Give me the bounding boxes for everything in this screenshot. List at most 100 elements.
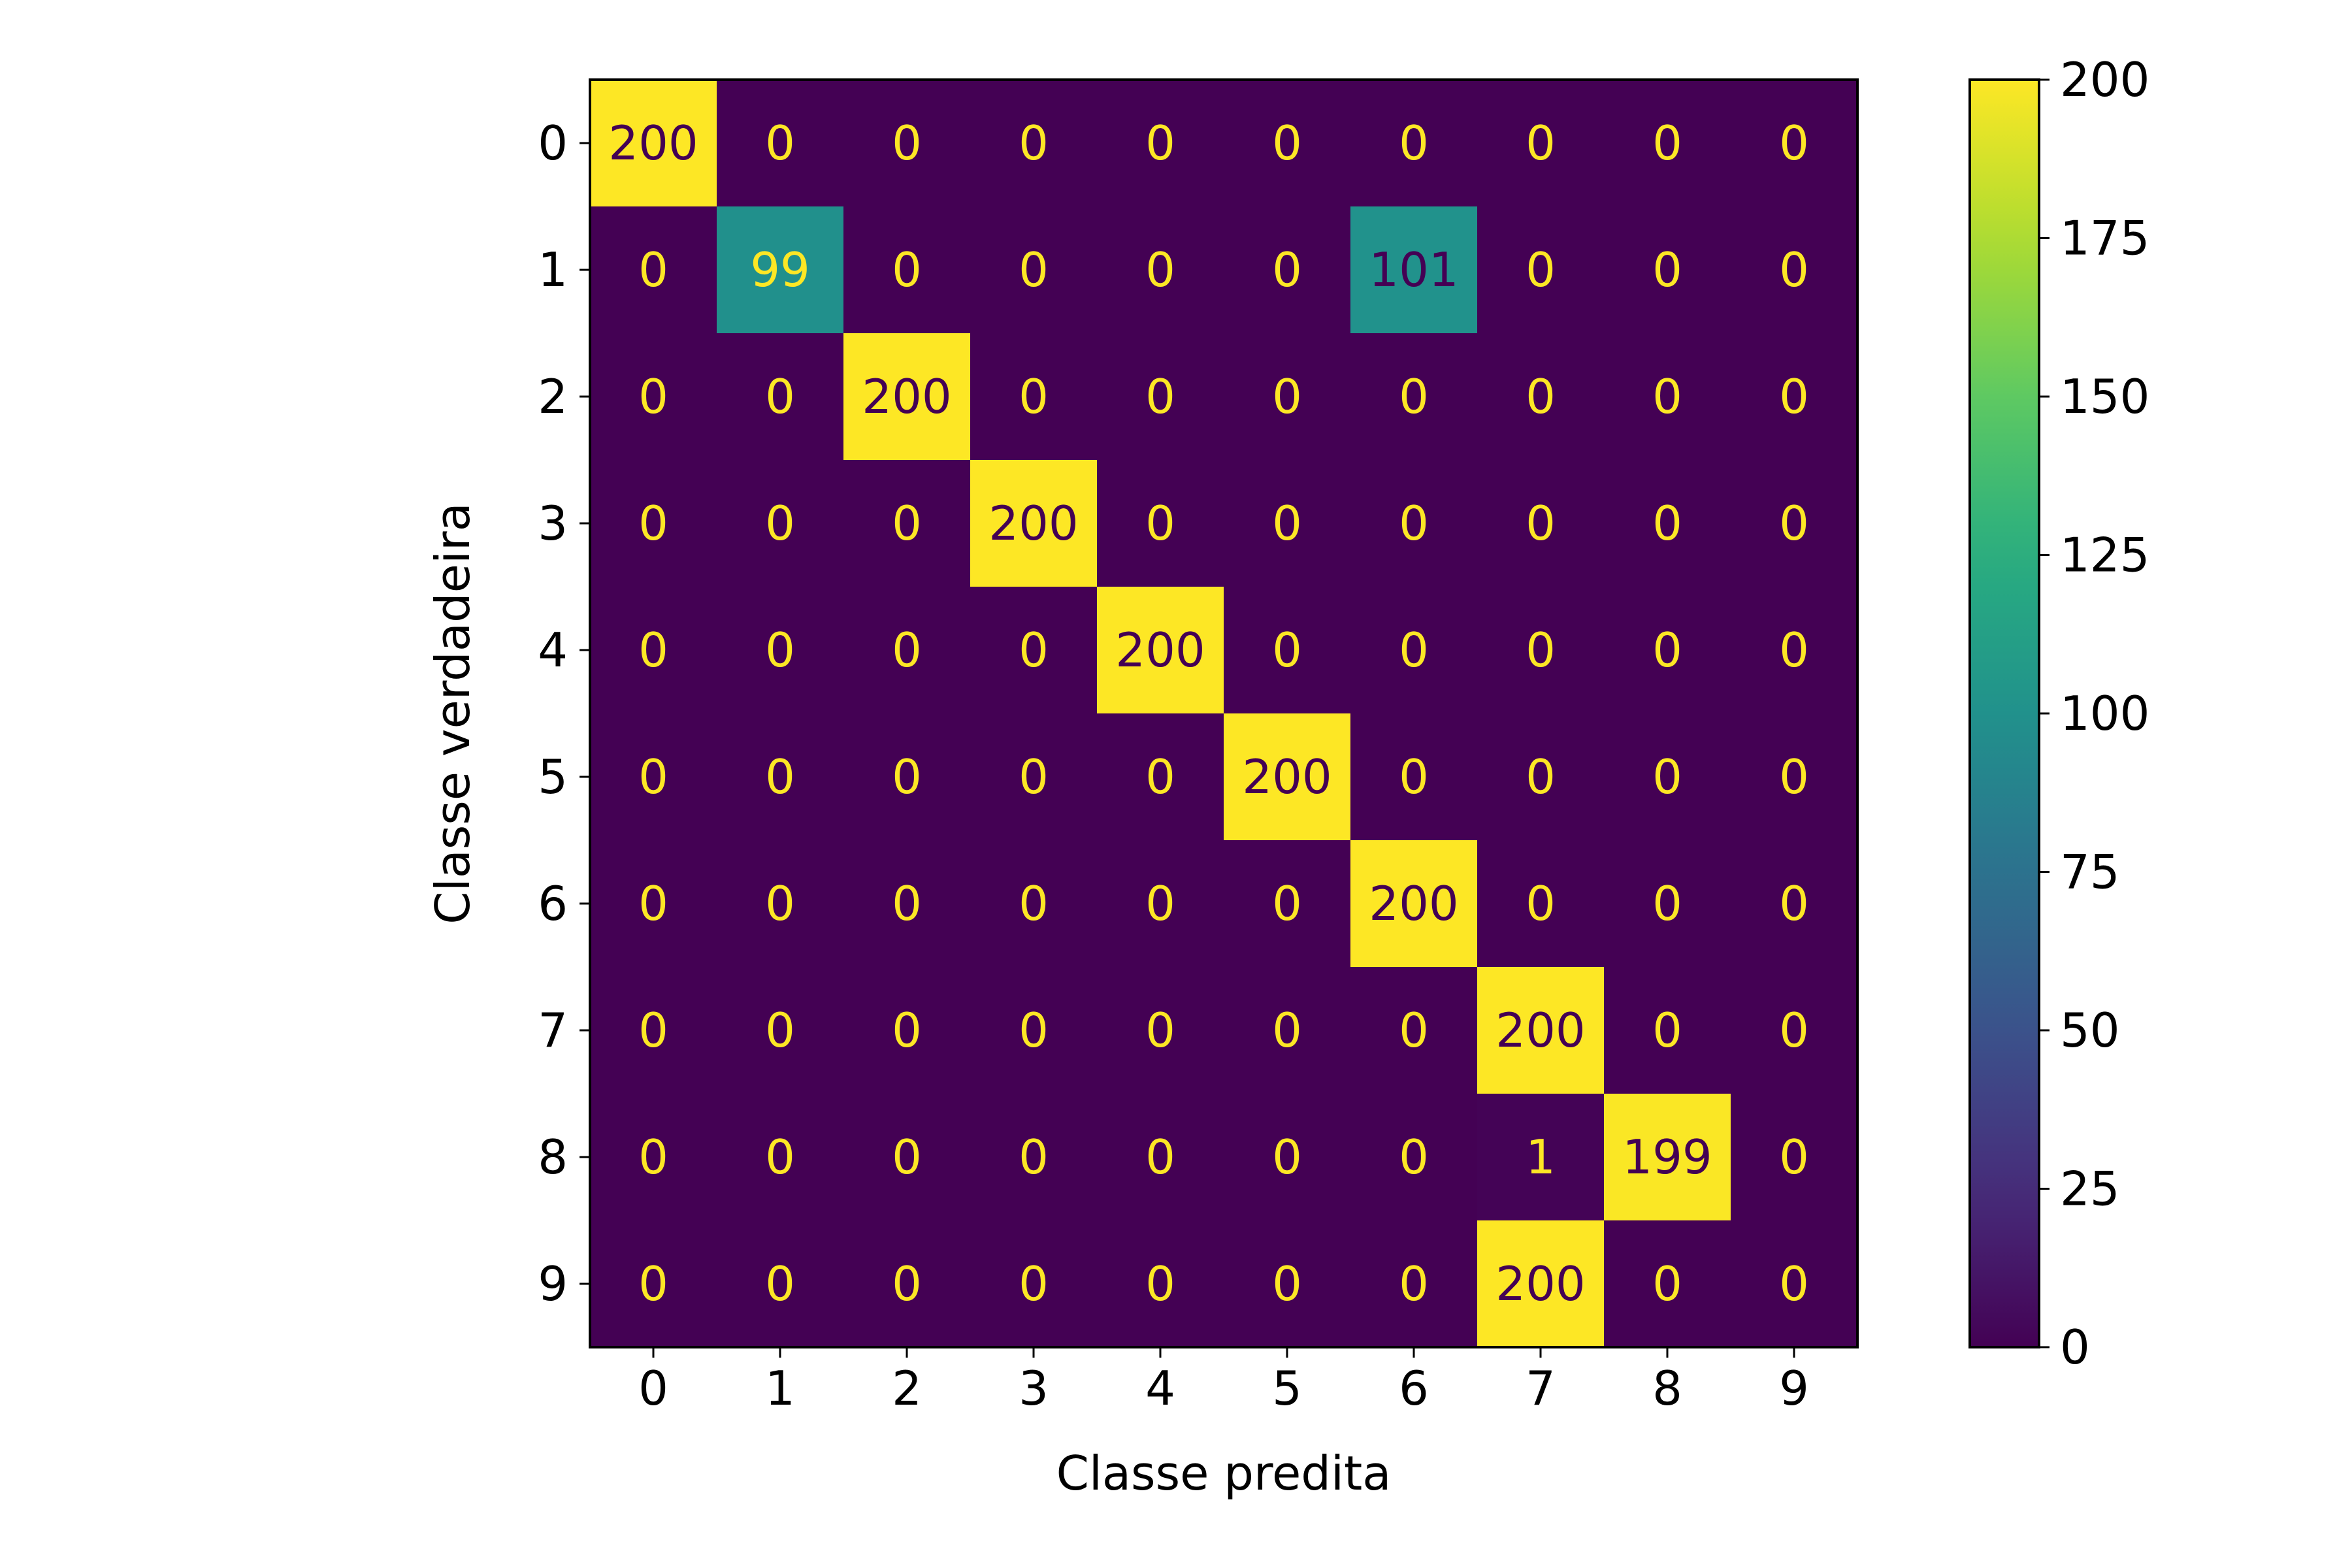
heatmap-cell — [843, 967, 971, 1094]
cell-value-label: 0 — [1652, 496, 1682, 551]
cell-value-label: 0 — [1399, 1256, 1429, 1311]
heatmap-cell — [1477, 206, 1605, 334]
cell-value-label: 200 — [608, 116, 698, 171]
heatmap-cell — [1350, 333, 1478, 461]
x-tick-label: 5 — [1272, 1361, 1302, 1416]
cell-value-label: 0 — [1272, 496, 1302, 551]
plot-frame — [589, 78, 1859, 1348]
heatmap-cell — [717, 460, 844, 587]
cell-value-label: 0 — [1145, 369, 1175, 424]
cell-value-label: 0 — [1019, 749, 1049, 804]
cell-value-label: 0 — [892, 1256, 922, 1311]
heatmap-cell — [590, 1094, 717, 1221]
heatmap-cell — [1731, 967, 1858, 1094]
heatmap-cell — [1731, 840, 1858, 968]
cell-value-label: 200 — [1369, 876, 1458, 931]
heatmap-cells — [590, 80, 1858, 1348]
heatmap-cell — [590, 206, 717, 334]
heatmap-cell — [970, 1220, 1098, 1348]
heatmap-cell — [1097, 460, 1224, 587]
cell-value-label: 0 — [1145, 1130, 1175, 1184]
cell-value-label: 200 — [1115, 623, 1205, 678]
y-tick-label: 2 — [538, 369, 568, 424]
heatmap-cell — [1477, 1220, 1605, 1348]
cell-value-label: 0 — [1779, 116, 1809, 171]
cell-value-label: 0 — [892, 242, 922, 297]
x-tick-label: 1 — [765, 1361, 795, 1416]
cell-value-label: 0 — [1019, 116, 1049, 171]
heatmap-cell — [717, 333, 844, 461]
heatmap-cell — [1477, 460, 1605, 587]
heatmap-cell — [717, 80, 844, 207]
cell-value-label: 0 — [765, 1003, 795, 1058]
heatmap-cell — [717, 1220, 844, 1348]
heatmap-cell — [1604, 206, 1731, 334]
cell-value-label: 1 — [1526, 1130, 1556, 1184]
cell-value-label: 0 — [1526, 496, 1556, 551]
cell-value-label: 0 — [638, 369, 668, 424]
cell-value-label: 199 — [1622, 1130, 1712, 1184]
heatmap-cell — [1731, 206, 1858, 334]
heatmap-cell — [1731, 460, 1858, 587]
cell-value-label: 0 — [1652, 623, 1682, 678]
heatmap-cell — [1350, 1220, 1478, 1348]
cell-value-label: 0 — [1779, 623, 1809, 678]
cell-value-label: 0 — [892, 623, 922, 678]
cell-value-label: 0 — [1399, 116, 1429, 171]
cell-value-label: 0 — [1652, 876, 1682, 931]
cell-value-label: 200 — [862, 369, 951, 424]
heatmap-cell — [1224, 1094, 1351, 1221]
colorbar-tick-label: 100 — [2060, 686, 2149, 741]
heatmap-cell — [1350, 967, 1478, 1094]
cell-value-label: 0 — [1145, 749, 1175, 804]
cell-value-label: 0 — [1652, 1003, 1682, 1058]
cell-value-label: 0 — [1019, 623, 1049, 678]
heatmap-cell — [970, 840, 1098, 968]
cell-value-label: 0 — [1779, 749, 1809, 804]
heatmap-cell — [1477, 1094, 1605, 1221]
cell-value-label: 0 — [1779, 876, 1809, 931]
cell-value-label: 0 — [1526, 623, 1556, 678]
cell-value-label: 0 — [765, 496, 795, 551]
heatmap-cell — [1097, 80, 1224, 207]
heatmap-cell — [843, 587, 971, 714]
cell-value-label: 0 — [765, 1256, 795, 1311]
cell-value-label: 0 — [1399, 749, 1429, 804]
cell-value-label: 0 — [638, 623, 668, 678]
heatmap-cell — [1731, 1220, 1858, 1348]
cell-value-label: 0 — [892, 876, 922, 931]
heatmap-cell — [1097, 1220, 1224, 1348]
heatmap-cell — [843, 206, 971, 334]
heatmap-cell — [843, 333, 971, 461]
y-tick-label: 7 — [538, 1003, 568, 1058]
heatmap-cell — [590, 713, 717, 841]
cell-value-label: 0 — [1272, 369, 1302, 424]
cell-value-label: 0 — [1779, 369, 1809, 424]
cell-value-label: 0 — [1399, 1003, 1429, 1058]
cell-value-label: 0 — [638, 876, 668, 931]
cell-value-label: 0 — [765, 1130, 795, 1184]
cell-value-label: 0 — [765, 369, 795, 424]
heatmap-cell — [970, 713, 1098, 841]
y-tick-label: 1 — [538, 242, 568, 297]
heatmap-cell — [717, 840, 844, 968]
heatmap-cell — [970, 80, 1098, 207]
cell-value-label: 0 — [1019, 369, 1049, 424]
heatmap-cell — [843, 713, 971, 841]
heatmap-cell — [1224, 333, 1351, 461]
heatmap-cell — [843, 460, 971, 587]
cell-value-label: 0 — [1272, 876, 1302, 931]
heatmap-cell — [1224, 1220, 1351, 1348]
heatmap-cell — [590, 333, 717, 461]
cell-value-label: 0 — [638, 496, 668, 551]
heatmap-cell — [1731, 80, 1858, 207]
heatmap-cell — [970, 333, 1098, 461]
cell-value-label: 0 — [1779, 496, 1809, 551]
heatmap-cell — [1350, 587, 1478, 714]
cell-value-label: 0 — [892, 496, 922, 551]
cell-value-label: 0 — [892, 749, 922, 804]
heatmap-cell — [1350, 840, 1478, 968]
heatmap-cell — [1477, 333, 1605, 461]
heatmap-cell — [1604, 967, 1731, 1094]
cell-value-label: 0 — [1145, 876, 1175, 931]
